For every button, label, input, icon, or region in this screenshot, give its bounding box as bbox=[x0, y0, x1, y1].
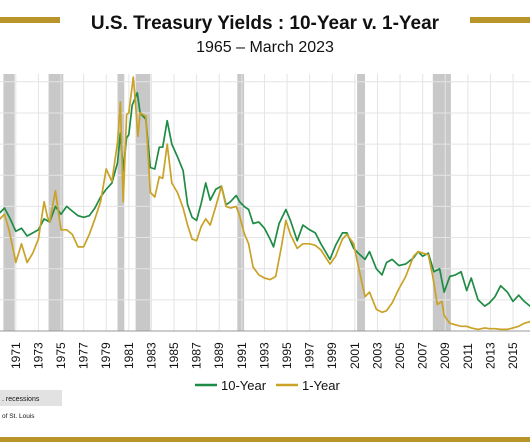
x-tick-label: 2009 bbox=[438, 342, 452, 369]
x-tick-label: 1985 bbox=[167, 342, 181, 369]
x-tick-label: 1997 bbox=[303, 342, 317, 369]
chart-header: U.S. Treasury Yields : 10-Year v. 1-Year… bbox=[0, 13, 530, 56]
x-tick-label: 2013 bbox=[483, 342, 497, 369]
x-tick-label: 1975 bbox=[54, 342, 68, 369]
recession-band bbox=[432, 74, 451, 331]
x-tick-label: 1977 bbox=[77, 342, 91, 369]
recession-band bbox=[48, 74, 64, 331]
x-tick-label: 1991 bbox=[235, 342, 249, 369]
x-tick-label: 1987 bbox=[190, 342, 204, 369]
x-tick-label: 2007 bbox=[416, 342, 430, 369]
x-tick-label: 1971 bbox=[9, 342, 23, 369]
x-tick-label: 1999 bbox=[325, 342, 339, 369]
x-tick-label: 1973 bbox=[31, 342, 45, 369]
source-note: of St. Louis bbox=[2, 413, 35, 420]
header-bar-right bbox=[470, 17, 530, 23]
x-tick-labels: 1971 1973 1975 1977 1979 1981 1983 1985 1987 1989… bbox=[9, 342, 520, 369]
chart-title: U.S. Treasury Yields : 10-Year v. 1-Year bbox=[91, 13, 440, 34]
x-tick-label: 2001 bbox=[348, 342, 362, 369]
x-tick-label: 2003 bbox=[370, 342, 384, 369]
header-bar-left bbox=[0, 17, 60, 23]
x-tick-label: 1989 bbox=[212, 342, 226, 369]
recession-band bbox=[357, 74, 366, 331]
x-tick-label: 2015 bbox=[506, 342, 520, 369]
x-tick-label: 2011 bbox=[461, 343, 475, 369]
x-tick-label: 1981 bbox=[122, 342, 136, 369]
x-tick-label: 1995 bbox=[280, 342, 294, 369]
series-line-10-year bbox=[0, 91, 530, 307]
recession-note: . recessions bbox=[2, 396, 40, 403]
recession-band bbox=[117, 74, 125, 331]
x-tick-label: 1979 bbox=[99, 342, 113, 369]
footer-bar bbox=[0, 437, 530, 442]
gridlines bbox=[0, 74, 530, 331]
x-tick-label: 1993 bbox=[257, 342, 271, 369]
recession-note-box bbox=[0, 390, 62, 406]
legend-label-1-year: 1-Year bbox=[302, 378, 340, 393]
series-line-1-year bbox=[0, 76, 530, 331]
chart-subtitle: 1965 – March 2023 bbox=[196, 39, 334, 56]
legend-label-10-year: 10-Year bbox=[221, 378, 267, 393]
x-tick-label: 2005 bbox=[393, 342, 407, 369]
recession-band bbox=[3, 74, 15, 331]
legend: 10-Year 1-Year bbox=[195, 378, 340, 393]
x-tick-label: 1983 bbox=[144, 342, 158, 369]
footnotes: . recessions of St. Louis bbox=[0, 390, 62, 420]
series-lines bbox=[0, 76, 530, 331]
